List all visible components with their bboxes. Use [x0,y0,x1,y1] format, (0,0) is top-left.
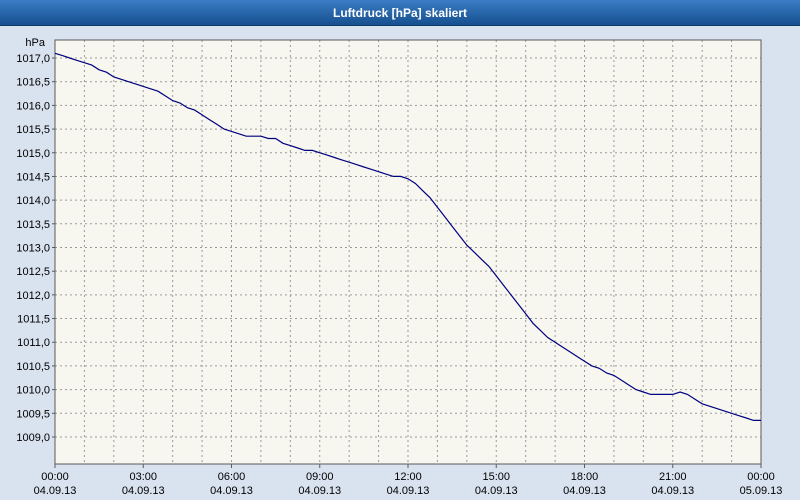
y-tick-label: 1011,0 [17,337,50,349]
x-tick-date-label: 05.09.13 [740,485,783,497]
x-tick-time-label: 06:00 [218,471,246,483]
y-tick-label: 1013,0 [16,242,50,254]
x-tick-time-label: 18:00 [571,471,599,483]
chart-area: 1017,0 1016,5 1016,0 1015,5 1015,0 1014,5 1014… [0,26,800,500]
window-title: Luftdruck [hPa] skaliert [332,5,468,20]
window-titlebar: Luftdruck [hPa] skaliert [0,0,800,26]
y-tick-label: 1009,5 [16,408,50,420]
y-tick-label: 1010,5 [16,361,50,373]
y-tick-label: 1012,0 [16,290,50,302]
y-tick-label: 1016,5 [16,77,50,89]
y-tick-label: 1014,0 [16,195,50,207]
y-tick-label: 1017,0 [16,53,50,65]
x-tick-date-label: 04.09.13 [651,485,694,497]
x-tick-time-label: 09:00 [306,471,334,483]
y-tick-label: 1009,0 [16,432,50,444]
y-tick-label: 1010,0 [16,385,50,397]
y-tick-label: 1013,5 [16,219,50,231]
x-tick-date-label: 04.09.13 [122,485,165,497]
y-tick-label: 1012,5 [16,266,50,278]
pressure-line-chart: 1017,0 1016,5 1016,0 1015,5 1015,0 1014,5 1014… [0,26,800,500]
y-tick-label: 1016,0 [16,100,50,112]
y-axis-unit-label: hPa [25,37,45,49]
plot-border [54,39,762,465]
x-tick-date-label: 04.09.13 [210,485,253,497]
x-tick-date-label: 04.09.13 [387,485,430,497]
x-tick-date-label: 04.09.13 [475,485,518,497]
x-tick-date-label: 04.09.13 [563,485,606,497]
x-tick-time-label: 12:00 [394,471,422,483]
y-tick-label: 1015,0 [16,148,50,160]
y-tick-label: 1015,5 [16,124,50,136]
x-tick-time-label: 00:00 [41,471,69,483]
x-tick-date-label: 04.09.13 [298,485,341,497]
x-tick-time-label: 21:00 [659,471,687,483]
x-tick-date-label: 04.09.13 [34,485,77,497]
x-tick-time-label: 15:00 [482,471,510,483]
x-tick-time-label: 00:00 [747,471,775,483]
y-tick-label: 1011,5 [17,314,50,326]
x-tick-time-label: 03:00 [129,471,157,483]
pressure-series-line [54,52,761,421]
y-tick-label: 1014,5 [16,171,50,183]
